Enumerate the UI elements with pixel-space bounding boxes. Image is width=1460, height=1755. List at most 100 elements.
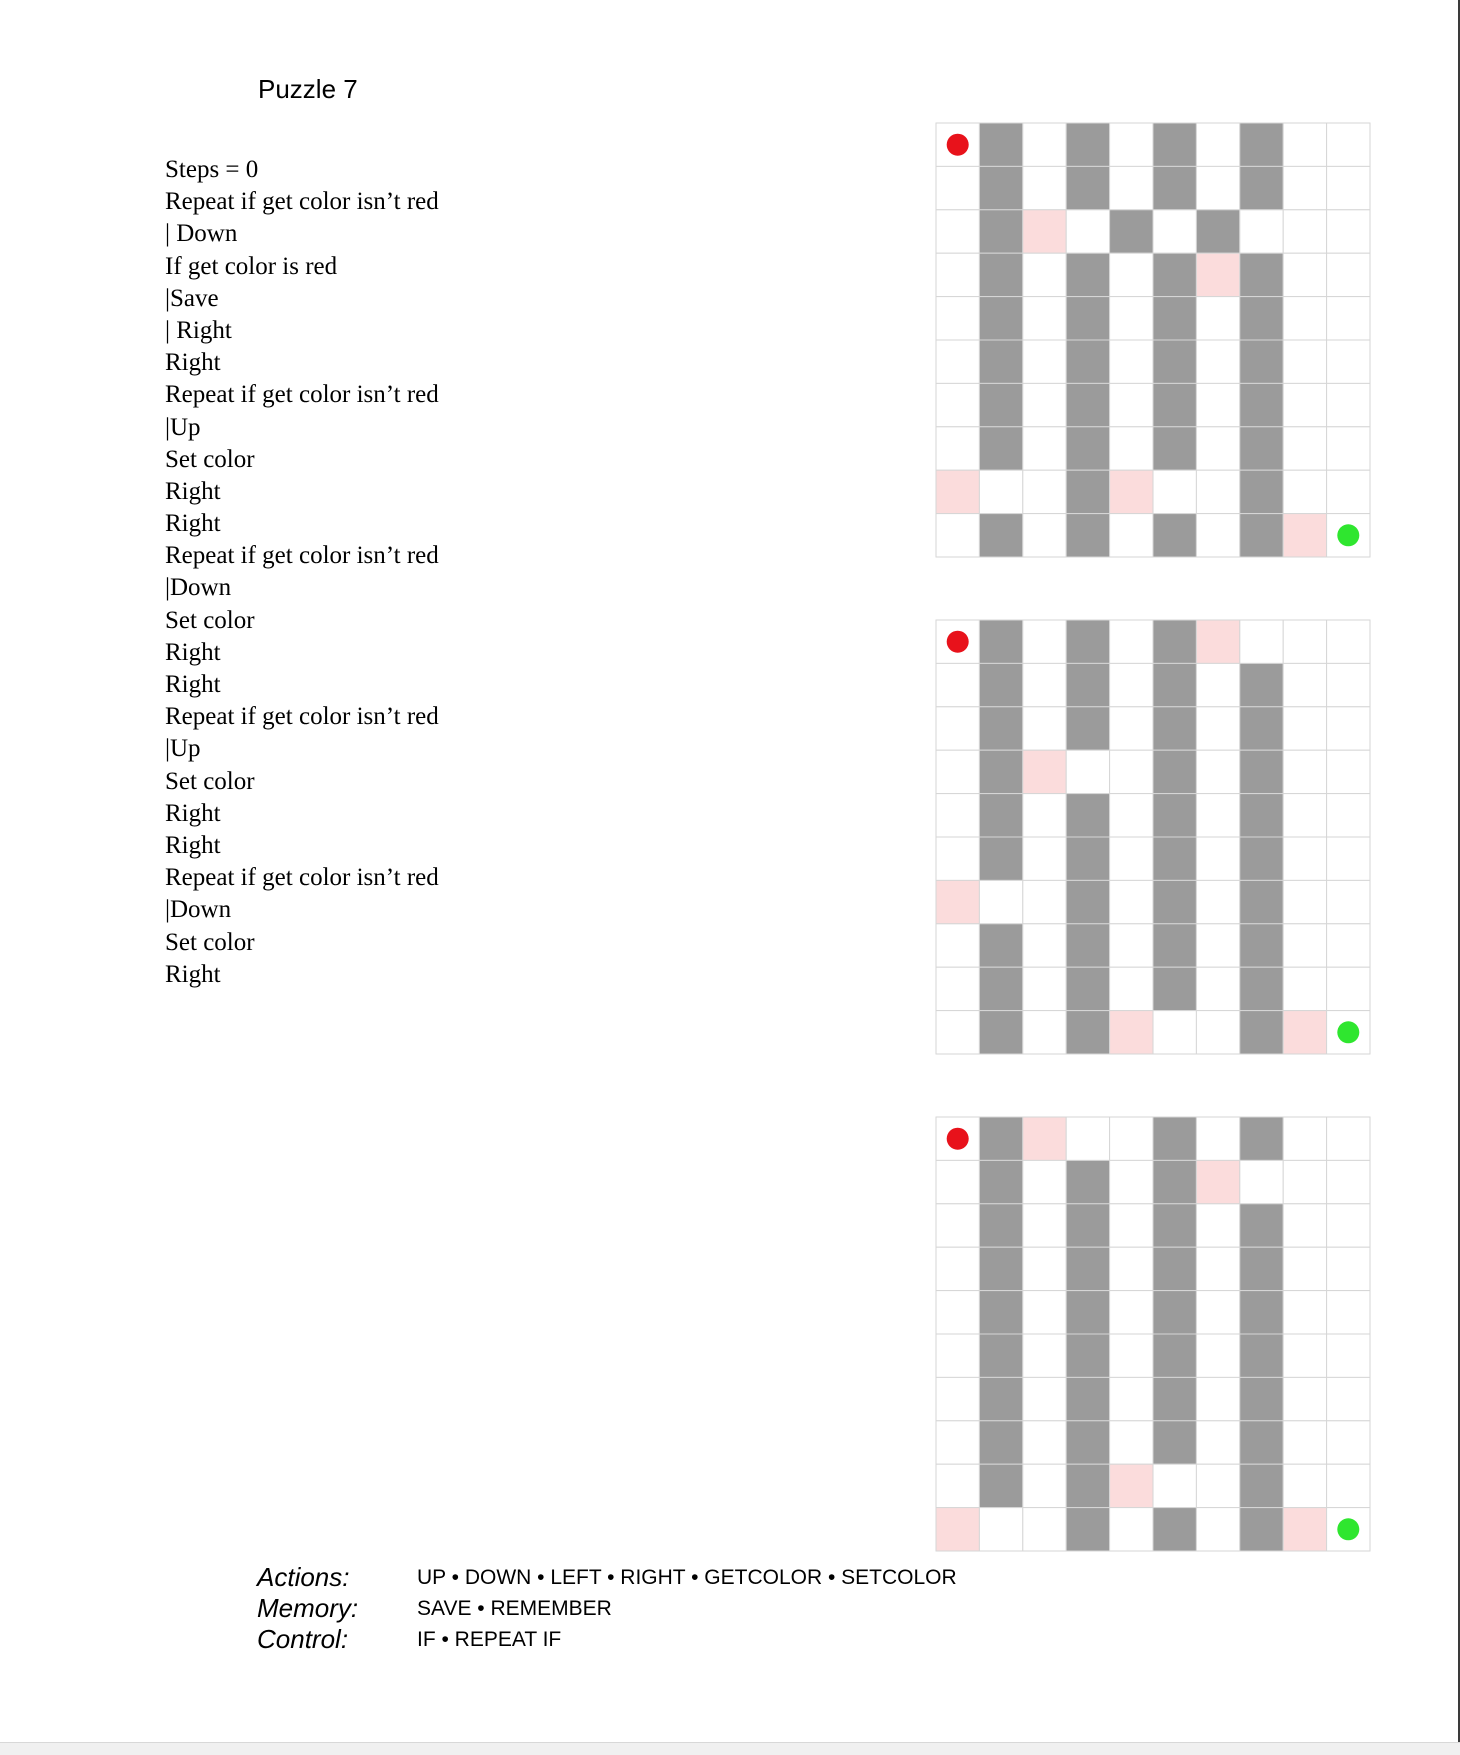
grid-cell-empty	[1282, 296, 1328, 341]
legend-label: Memory:	[257, 1593, 359, 1623]
grid-cell-empty	[1282, 426, 1328, 471]
grid-cell-empty	[1195, 793, 1241, 838]
grid-cell-empty	[935, 1010, 980, 1055]
grid-cell-wall	[978, 1420, 1024, 1465]
start-red-dot-icon	[946, 1127, 969, 1150]
grid-cell-empty	[1195, 426, 1241, 471]
grid-cell-empty	[1022, 879, 1067, 925]
grid-cell-wall	[1065, 1010, 1111, 1055]
grid-cell-empty	[1282, 923, 1328, 968]
grid-cell-empty	[1195, 469, 1241, 515]
grid-cell-wall	[1239, 1010, 1284, 1055]
program-line: |Down	[165, 896, 232, 924]
grid-cell-wall	[1239, 1376, 1284, 1422]
grid-cell-wall	[1065, 923, 1111, 968]
grid-cell-empty	[1326, 749, 1371, 795]
program-line: Right	[165, 638, 221, 666]
grid-cell-empty	[1282, 966, 1328, 1012]
grid-cell-empty	[1022, 966, 1067, 1012]
grid-cell-empty	[1022, 165, 1067, 211]
grid-cell-empty	[935, 662, 980, 708]
grid-cell-empty	[1326, 1290, 1371, 1335]
grid-cell-empty	[1065, 749, 1111, 795]
grid-cell-wall	[1152, 339, 1197, 384]
grid-cell-empty	[1326, 662, 1371, 708]
grid-cell-empty	[1022, 706, 1067, 751]
grid-cell-empty	[1109, 879, 1154, 925]
grid-cell-wall	[1152, 252, 1197, 298]
grid-cell-wall	[978, 513, 1024, 558]
grid-cell-empty	[1282, 165, 1328, 211]
grid-cell-wall	[978, 706, 1024, 751]
grid-cell-empty	[1282, 122, 1328, 167]
grid-cell-empty	[1326, 469, 1371, 515]
grid-cell-empty	[1022, 339, 1067, 384]
grid-cell-wall	[1065, 252, 1111, 298]
grid-cell-wall	[978, 793, 1024, 838]
grid-cell-wall	[1239, 1507, 1284, 1552]
grid-cell-wall	[1152, 1246, 1197, 1292]
grid-cell-wall	[1065, 339, 1111, 384]
puzzle-grid-1	[935, 122, 1371, 558]
grid-cell-wall	[978, 749, 1024, 795]
grid-cell-empty	[935, 1203, 980, 1248]
grid-cell-empty	[1282, 836, 1328, 881]
grid-cell-empty	[1022, 1159, 1067, 1205]
puzzle-grid-2	[935, 619, 1371, 1055]
grid-cell-wall	[1152, 1203, 1197, 1248]
grid-cell-wall	[1152, 1420, 1197, 1465]
grid-cell-empty	[1022, 513, 1067, 558]
grid-cell-pink	[1282, 1010, 1328, 1055]
grid-cell-empty	[1109, 339, 1154, 384]
grid-cell-empty	[1109, 1116, 1154, 1161]
grid-cell-empty	[1326, 1116, 1371, 1161]
grid-cell-empty	[1109, 1246, 1154, 1292]
grid-cell-empty	[1326, 1420, 1371, 1465]
grid-cell-wall	[978, 339, 1024, 384]
grid-cell-empty	[1282, 1463, 1328, 1509]
grid-cell-wall	[1152, 382, 1197, 428]
grid-cell-wall	[1065, 1246, 1111, 1292]
legend-values: IF • REPEAT IF	[417, 1627, 562, 1651]
grid-cell-wall	[1152, 1116, 1197, 1161]
grid-cell-wall	[1152, 1159, 1197, 1205]
grid-cell-empty	[1326, 1376, 1371, 1422]
grid-cell-empty	[1195, 706, 1241, 751]
grid-cell-empty	[1195, 923, 1241, 968]
program-line: |Save	[165, 284, 219, 312]
grid-cell-wall	[978, 1246, 1024, 1292]
grid-cell-empty	[1195, 1507, 1241, 1552]
program-line: Repeat if get color isn’t red	[165, 188, 439, 216]
grid-cell-empty	[935, 1246, 980, 1292]
puzzle-grid-3	[935, 1116, 1371, 1552]
grid-cell-empty	[935, 1159, 980, 1205]
grid-cell-wall	[1239, 706, 1284, 751]
grid-cell-wall	[1152, 296, 1197, 341]
grid-cell-empty	[1109, 1159, 1154, 1205]
grid-cell-wall	[1152, 1507, 1197, 1552]
grid-cell-wall	[1152, 749, 1197, 795]
grid-cell-empty	[1326, 966, 1371, 1012]
grid-cell-wall	[1065, 122, 1111, 167]
grid-cell-wall	[1065, 1333, 1111, 1378]
program-line: | Right	[165, 316, 232, 344]
grid-cell-empty	[1022, 1333, 1067, 1378]
program-line: |Up	[165, 735, 201, 763]
grid-cell-empty	[935, 749, 980, 795]
start-red-dot-icon	[946, 630, 969, 653]
grid-cell-empty	[1109, 619, 1154, 664]
grid-cell-wall	[1239, 836, 1284, 881]
grid-cell-empty	[1326, 1159, 1371, 1205]
grid-cell-empty	[935, 1376, 980, 1422]
grid-cell-empty	[935, 793, 980, 838]
grid-cell-wall	[1065, 662, 1111, 708]
grid-cell-pink	[1195, 252, 1241, 298]
legend-row-control: Control: IF • REPEAT IF	[257, 1624, 957, 1655]
grid-cell-wall	[1152, 1290, 1197, 1335]
grid-cell-empty	[935, 209, 980, 254]
grid-cell-empty	[1022, 426, 1067, 471]
grid-border	[935, 122, 1371, 558]
grid-cell-wall	[1239, 252, 1284, 298]
page-edge	[1458, 0, 1460, 1742]
grid-cell-wall	[1065, 1463, 1111, 1509]
